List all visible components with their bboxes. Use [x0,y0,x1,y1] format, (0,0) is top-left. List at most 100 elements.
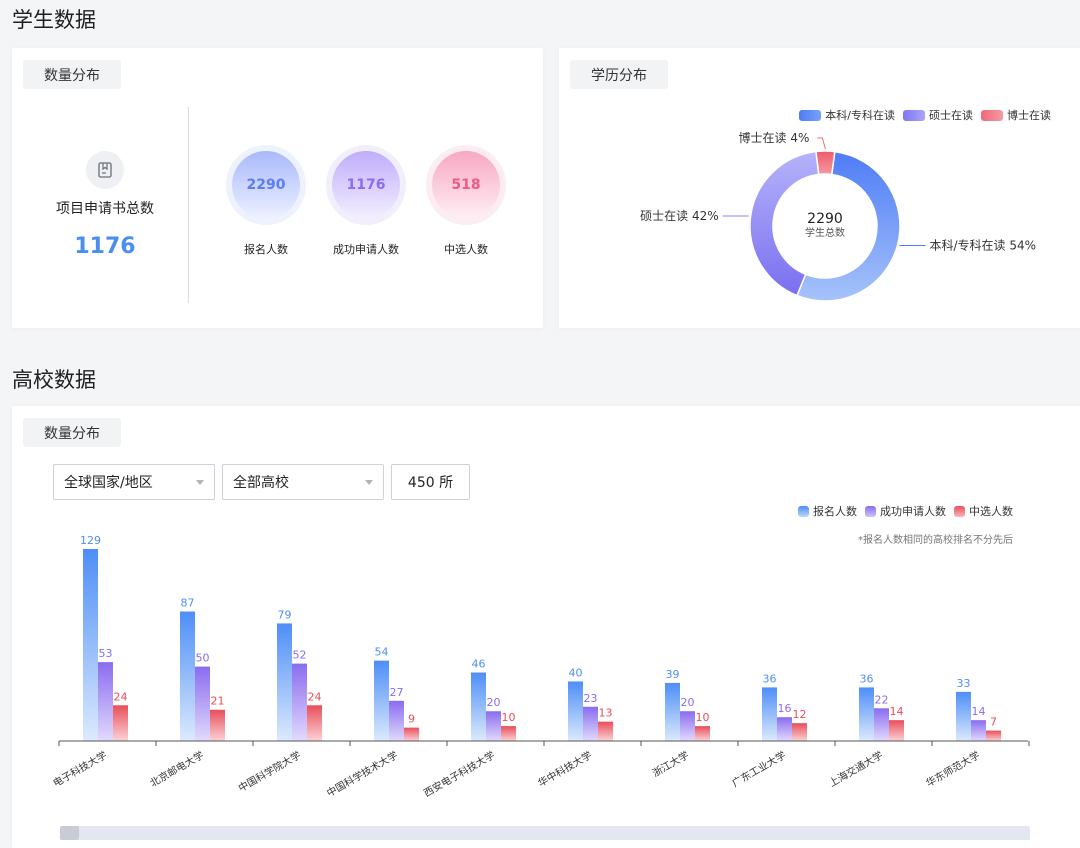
bar[interactable] [98,662,113,741]
bar[interactable] [568,681,583,741]
registered-bubble: 2290 [226,145,306,225]
donut-slice[interactable] [796,150,901,302]
bar[interactable] [292,663,307,741]
applied-bubble: 1176 [326,145,406,225]
chevron-down-icon [365,480,373,485]
legend-label: 中选人数 [969,505,1013,518]
bar-value-label: 50 [196,652,210,665]
bar[interactable] [956,691,971,741]
x-tick-label: 西安电子科技大学 [421,748,497,799]
bar-value-label: 33 [957,677,971,690]
bar-value-label: 10 [696,711,710,724]
bar-value-label: 40 [569,666,583,679]
bar-value-label: 23 [584,692,598,705]
x-tick-label: 广东工业大学 [730,748,788,789]
bar-value-label: 9 [408,713,415,726]
legend-item[interactable]: 成功申请人数 [865,503,946,519]
applied-label: 成功申请人数 [333,243,399,256]
bar[interactable] [695,726,710,741]
x-tick-label: 北京邮电大学 [148,748,206,789]
bar-value-label: 24 [308,690,322,703]
x-tick-label: 华中科技大学 [536,748,594,789]
divider [188,107,189,303]
school-select[interactable]: 全部高校 [222,464,384,500]
legend-item[interactable]: 硕士在读 [903,107,973,123]
bar[interactable] [598,721,613,741]
bar[interactable] [889,720,904,741]
bar[interactable] [374,660,389,741]
chart-scrollbar[interactable] [60,826,1030,840]
donut-center-label: 学生总数 [805,226,845,239]
bar[interactable] [180,611,195,741]
bar[interactable] [777,717,792,741]
bar[interactable] [307,705,322,741]
legend-label: 硕士在读 [929,109,973,122]
legend-item[interactable]: 博士在读 [981,107,1051,123]
bar[interactable] [195,666,210,741]
x-tick-label: 上海交通大学 [827,748,885,789]
education-legend: 本科/专科在读 硕士在读 博士在读 [791,107,1051,123]
bar[interactable] [859,687,874,741]
bar[interactable] [486,711,501,741]
legend-swatch [981,109,1003,121]
legend-label: 成功申请人数 [880,505,946,518]
legend-label: 本科/专科在读 [825,109,895,122]
chart-scroll-thumb[interactable] [60,826,79,840]
bar-value-label: 14 [890,705,904,718]
bar[interactable] [389,700,404,741]
bar-value-label: 39 [666,668,680,681]
total-applications-value: 1176 [74,234,136,259]
legend-item[interactable]: 本科/专科在读 [799,107,895,123]
bar[interactable] [680,711,695,741]
bar[interactable] [471,672,486,741]
donut-slice-label: 本科/专科在读 54% [929,238,1036,253]
bar-value-label: 20 [681,696,695,709]
donut-slice[interactable] [815,150,836,176]
legend-item[interactable]: 报名人数 [798,503,857,519]
bar[interactable] [583,706,598,741]
selected-label: 中选人数 [444,243,488,256]
bar[interactable] [83,549,98,741]
section-title-schools: 高校数据 [12,368,96,392]
bar-value-label: 7 [990,716,997,729]
region-select[interactable]: 全球国家/地区 [53,464,215,500]
bar-value-label: 10 [502,711,516,724]
legend-swatch [799,109,822,121]
donut-center-value: 2290 [807,211,843,227]
donut-slice-label: 硕士在读 42% [640,209,719,223]
chevron-down-icon [196,480,204,485]
school-select-value: 全部高校 [233,475,289,491]
region-select-value: 全球国家/地区 [64,475,153,491]
bar-value-label: 52 [293,649,307,662]
student-quantity-card: 数量分布 项目申请书总数 1176 2290 报名人数 1176 成功申请人数 … [12,48,543,328]
legend-swatch [954,505,965,517]
bar[interactable] [501,726,516,741]
bar-value-label: 87 [181,597,195,610]
bar-value-label: 46 [472,658,486,671]
bar[interactable] [874,708,889,741]
donut-slice[interactable] [749,150,820,297]
bar[interactable] [113,705,128,741]
legend-item[interactable]: 中选人数 [954,503,1013,519]
bar[interactable] [404,727,419,741]
bar-value-label: 13 [599,707,613,720]
bar-value-label: 21 [211,695,225,708]
ranking-footnote: *报名人数相同的高校排名不分先后 [858,535,1013,546]
section-title-students: 学生数据 [12,8,96,32]
school-quantity-card: 数量分布 全球国家/地区 全部高校 450 所 报名人数 成功申请人数 中选人数… [12,406,1080,848]
bar[interactable] [986,730,1001,741]
bar[interactable] [665,682,680,741]
bar-value-label: 79 [278,608,292,621]
x-tick-label: 电子科技大学 [51,748,109,789]
registered-label: 报名人数 [244,243,288,256]
bar[interactable] [762,687,777,741]
bar[interactable] [792,723,807,741]
bar[interactable] [277,623,292,741]
document-icon [86,151,124,189]
bar[interactable] [210,709,225,741]
x-tick-label: 浙江大学 [650,748,691,779]
school-bar-chart: 1295324875021795224542794620104023133920… [51,534,1030,800]
bar[interactable] [971,720,986,741]
school-legend: 报名人数 成功申请人数 中选人数 [790,503,1013,519]
legend-swatch [798,505,809,517]
